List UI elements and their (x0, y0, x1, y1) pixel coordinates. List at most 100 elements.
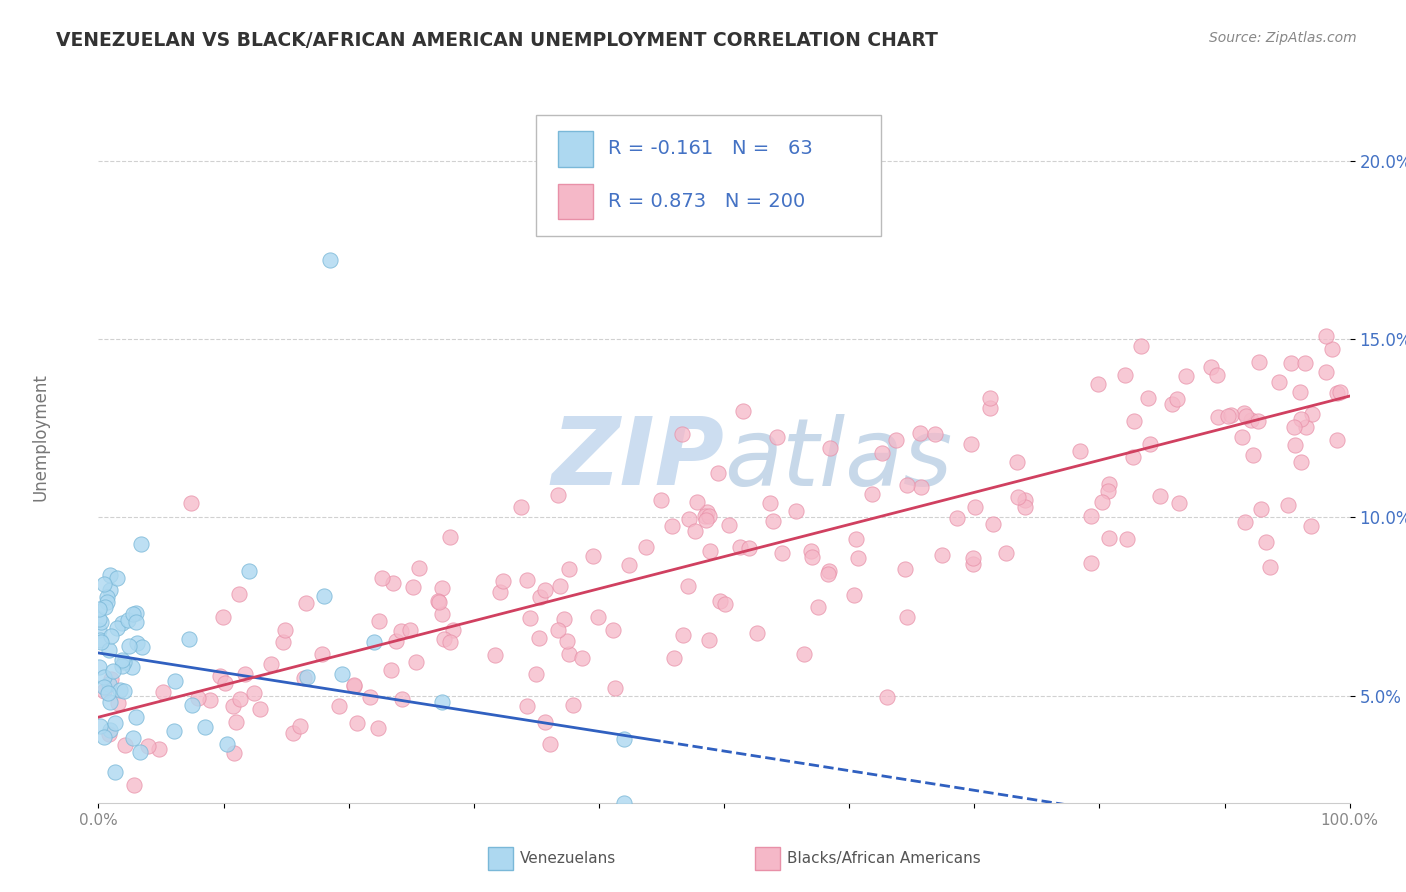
Blacks/African Americans (1014, 500, 1036, 514)
Blacks/African Americans (380, 663, 402, 677)
Blacks/African Americans (343, 678, 366, 692)
Blacks/African Americans (1256, 535, 1278, 549)
Blacks/African Americans (846, 551, 869, 566)
Blacks/African Americans (924, 426, 946, 441)
Blacks/African Americans (98, 727, 121, 741)
Blacks/African Americans (1301, 519, 1323, 533)
Venezuelans (122, 731, 145, 746)
Blacks/African Americans (728, 541, 751, 555)
Blacks/African Americans (738, 541, 761, 556)
Blacks/African Americans (441, 623, 464, 637)
Blacks/African Americans (1250, 501, 1272, 516)
Blacks/African Americans (529, 590, 551, 604)
Blacks/African Americans (733, 404, 755, 418)
Blacks/African Americans (1230, 430, 1253, 444)
Venezuelans (98, 723, 121, 737)
Blacks/African Americans (389, 624, 412, 638)
Blacks/African Americans (222, 698, 245, 713)
Blacks/African Americans (439, 530, 461, 544)
Venezuelans (112, 684, 135, 698)
Venezuelans (163, 674, 186, 689)
Venezuelans (93, 730, 115, 744)
Blacks/African Americans (845, 532, 868, 546)
Blacks/African Americans (1233, 515, 1256, 529)
Venezuelans (96, 595, 118, 609)
Blacks/African Americans (1139, 436, 1161, 450)
Y-axis label: Unemployment: Unemployment (32, 373, 49, 501)
Venezuelans (121, 660, 143, 674)
Venezuelans (104, 765, 127, 780)
Blacks/African Americans (1091, 495, 1114, 509)
Blacks/African Americans (686, 495, 709, 509)
Blacks/African Americans (294, 596, 316, 610)
Blacks/African Americans (994, 546, 1017, 560)
Blacks/African Americans (884, 433, 907, 447)
Blacks/African Americans (908, 426, 931, 441)
Blacks/African Americans (1014, 493, 1036, 508)
Text: ZIP: ZIP (551, 413, 724, 505)
Blacks/African Americans (602, 623, 624, 637)
Venezuelans (363, 635, 385, 649)
Blacks/African Americans (759, 495, 782, 509)
Blacks/African Americans (1174, 369, 1197, 384)
Venezuelans (89, 632, 111, 647)
Venezuelans (89, 612, 111, 626)
Venezuelans (87, 602, 110, 616)
Venezuelans (430, 695, 453, 709)
Blacks/African Americans (558, 647, 581, 661)
Blacks/African Americans (426, 594, 449, 608)
Text: Venezuelans: Venezuelans (520, 851, 616, 866)
Blacks/African Americans (1098, 531, 1121, 545)
Blacks/African Americans (1258, 560, 1281, 574)
Blacks/African Americans (870, 446, 893, 460)
Blacks/African Americans (709, 593, 731, 607)
Blacks/African Americans (281, 726, 304, 740)
Blacks/African Americans (1234, 409, 1257, 423)
Blacks/African Americans (371, 571, 394, 585)
Blacks/African Americans (222, 746, 245, 760)
Blacks/African Americans (697, 632, 720, 647)
Venezuelans (330, 666, 353, 681)
Text: R = 0.873   N = 200: R = 0.873 N = 200 (607, 192, 806, 211)
Text: Source: ZipAtlas.com: Source: ZipAtlas.com (1209, 31, 1357, 45)
Blacks/African Americans (1206, 368, 1229, 382)
Blacks/African Americans (676, 579, 699, 593)
Blacks/African Americans (1241, 448, 1264, 462)
Blacks/African Americans (427, 595, 450, 609)
Blacks/African Americans (547, 488, 569, 502)
Blacks/African Americans (343, 679, 366, 693)
Blacks/African Americans (960, 437, 983, 451)
FancyBboxPatch shape (536, 115, 880, 235)
Blacks/African Americans (1233, 406, 1256, 420)
Blacks/African Americans (1129, 338, 1152, 352)
Venezuelans (97, 686, 120, 700)
Blacks/African Americans (617, 558, 640, 573)
Blacks/African Americans (800, 550, 823, 565)
Blacks/African Americans (225, 714, 247, 729)
Blacks/African Americans (671, 426, 693, 441)
Blacks/African Americans (548, 579, 571, 593)
Text: R = -0.161   N =   63: R = -0.161 N = 63 (607, 139, 813, 159)
Blacks/African Americans (1087, 376, 1109, 391)
Blacks/African Americans (1166, 392, 1188, 407)
Venezuelans (90, 635, 112, 649)
Venezuelans (98, 695, 121, 709)
Venezuelans (125, 709, 148, 723)
Venezuelans (111, 615, 134, 630)
FancyBboxPatch shape (558, 184, 593, 219)
Blacks/African Americans (634, 540, 657, 554)
Blacks/African Americans (538, 737, 561, 751)
Blacks/African Americans (553, 612, 575, 626)
Blacks/African Americans (1268, 375, 1291, 389)
Blacks/African Americans (148, 742, 170, 756)
Venezuelans (87, 623, 110, 637)
Blacks/African Americans (745, 625, 768, 640)
Blacks/African Americans (209, 668, 232, 682)
Blacks/African Americans (1277, 498, 1299, 512)
Blacks/African Americans (180, 496, 202, 510)
Blacks/African Americans (1080, 556, 1102, 570)
Blacks/African Americans (408, 561, 430, 575)
Blacks/African Americans (233, 666, 256, 681)
Blacks/African Americans (910, 480, 932, 494)
Blacks/African Americans (695, 512, 717, 526)
